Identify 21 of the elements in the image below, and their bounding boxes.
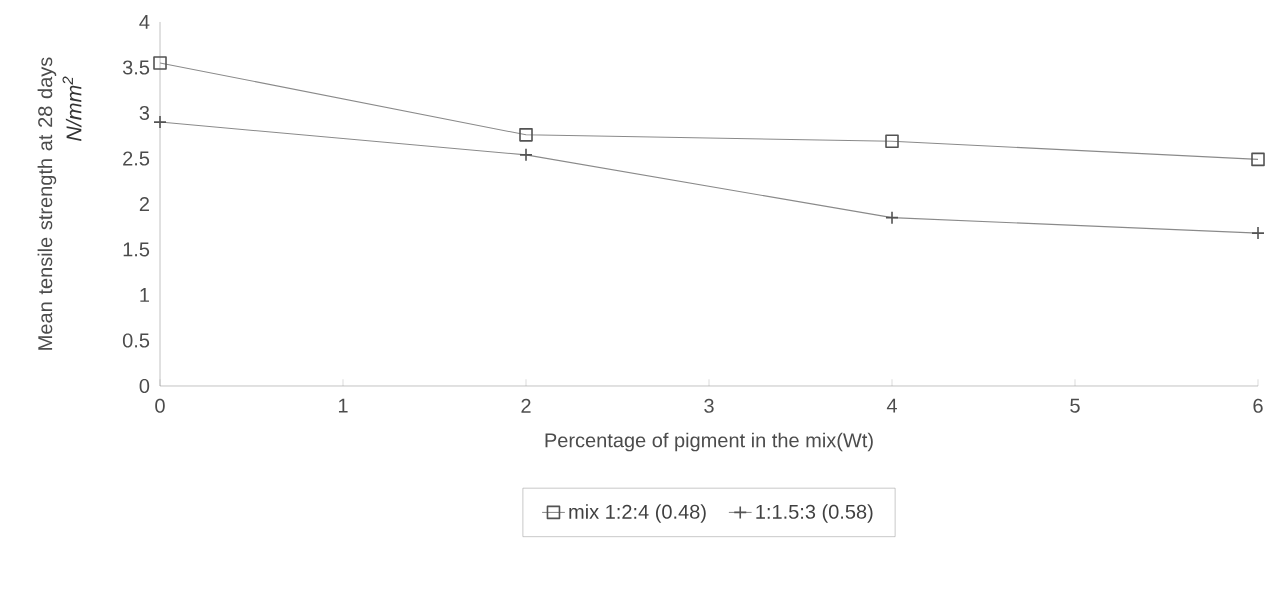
- y-tick-label: 4: [139, 15, 150, 29]
- x-tick-label: 2: [521, 398, 531, 413]
- legend-label: mix 1:2:4 (0.48): [569, 504, 706, 523]
- text: N/mm$^{2}$: [62, 76, 82, 141]
- y-tick-label: 1.5: [123, 242, 150, 257]
- y-axis-title: Mean tensile strength at 28 days: [37, 57, 57, 350]
- x-tick-label: 1: [338, 398, 348, 413]
- x-tick-label: 0: [155, 398, 165, 413]
- x-axis-title: Percentage of pigment in the mix(Wt): [545, 432, 873, 452]
- legend-label: 1:1.5:3 (0.58): [756, 504, 873, 523]
- y-tick-label: 0.5: [122, 333, 150, 348]
- y-tick-label: 2: [139, 197, 149, 211]
- x-tick-label: 5: [1070, 398, 1080, 413]
- y-tick-label: 3: [139, 105, 150, 121]
- y-tick-label: 2.5: [123, 151, 150, 166]
- y-tick-label: 0: [139, 378, 150, 394]
- x-tick-label: 6: [1253, 398, 1263, 413]
- x-tick-label: 3: [704, 398, 714, 413]
- x-tick-label: 4: [886, 398, 897, 413]
- y-tick-label: 3.5: [122, 60, 150, 75]
- y-tick-label: 1: [140, 288, 149, 302]
